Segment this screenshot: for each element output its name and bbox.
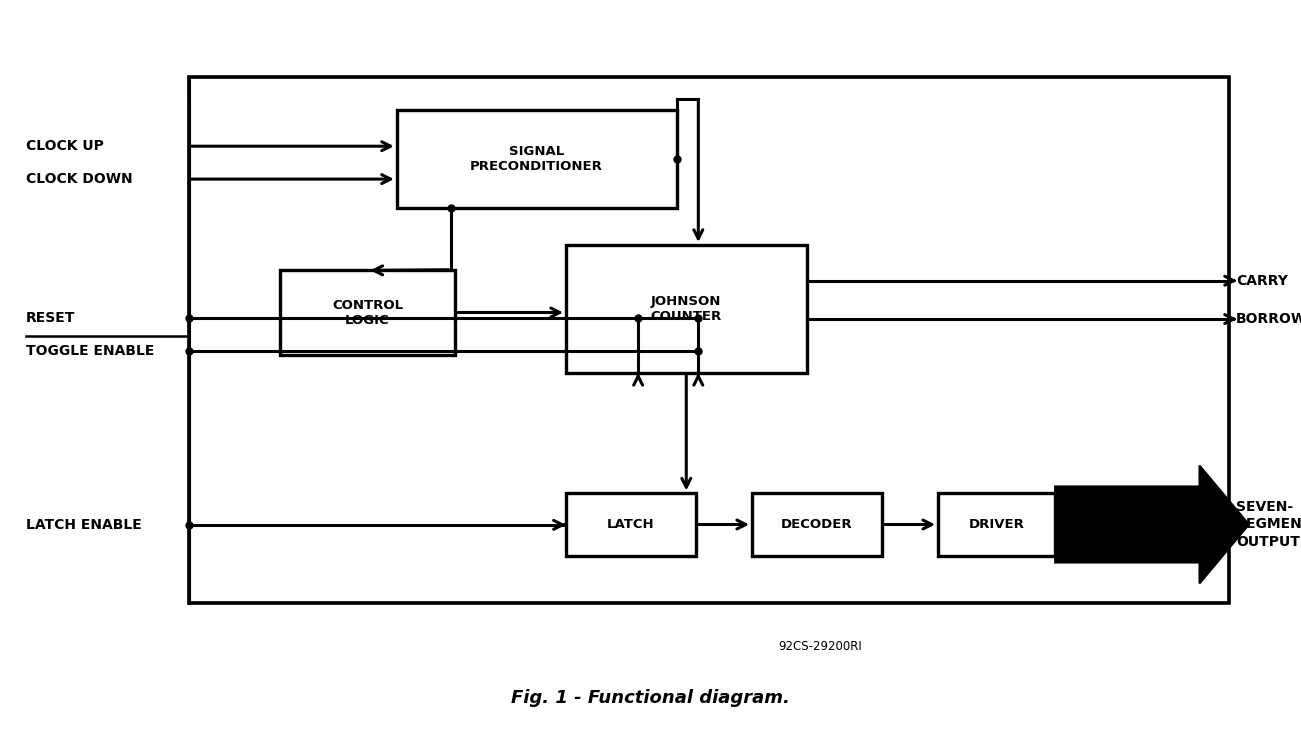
Text: TOGGLE ENABLE: TOGGLE ENABLE bbox=[26, 344, 155, 358]
Text: BORROW: BORROW bbox=[1236, 312, 1301, 326]
Text: RESET: RESET bbox=[26, 311, 75, 325]
Text: LATCH: LATCH bbox=[608, 518, 654, 531]
Text: DRIVER: DRIVER bbox=[969, 518, 1024, 531]
Text: CARRY: CARRY bbox=[1236, 273, 1288, 288]
Text: LATCH ENABLE: LATCH ENABLE bbox=[26, 518, 142, 532]
Bar bbox=[752, 493, 882, 556]
Text: 92CS-29200RI: 92CS-29200RI bbox=[778, 640, 861, 654]
Text: JOHNSON
COUNTER: JOHNSON COUNTER bbox=[650, 295, 722, 323]
Polygon shape bbox=[1055, 466, 1249, 583]
Text: CLOCK DOWN: CLOCK DOWN bbox=[26, 172, 133, 186]
Bar bbox=[397, 110, 677, 208]
Text: DECODER: DECODER bbox=[781, 518, 853, 531]
Text: Fig. 1 - Functional diagram.: Fig. 1 - Functional diagram. bbox=[511, 689, 790, 707]
Bar bbox=[938, 493, 1055, 556]
Text: CLOCK UP: CLOCK UP bbox=[26, 139, 104, 154]
Text: CONTROL
LOGIC: CONTROL LOGIC bbox=[332, 298, 403, 327]
Bar bbox=[189, 77, 1229, 603]
Bar bbox=[280, 270, 455, 355]
Text: SIGNAL
PRECONDITIONER: SIGNAL PRECONDITIONER bbox=[470, 145, 604, 173]
Text: SEVEN-
SEGMENT
OUTPUTS: SEVEN- SEGMENT OUTPUTS bbox=[1236, 500, 1301, 549]
Bar bbox=[566, 493, 696, 556]
Bar bbox=[566, 245, 807, 373]
